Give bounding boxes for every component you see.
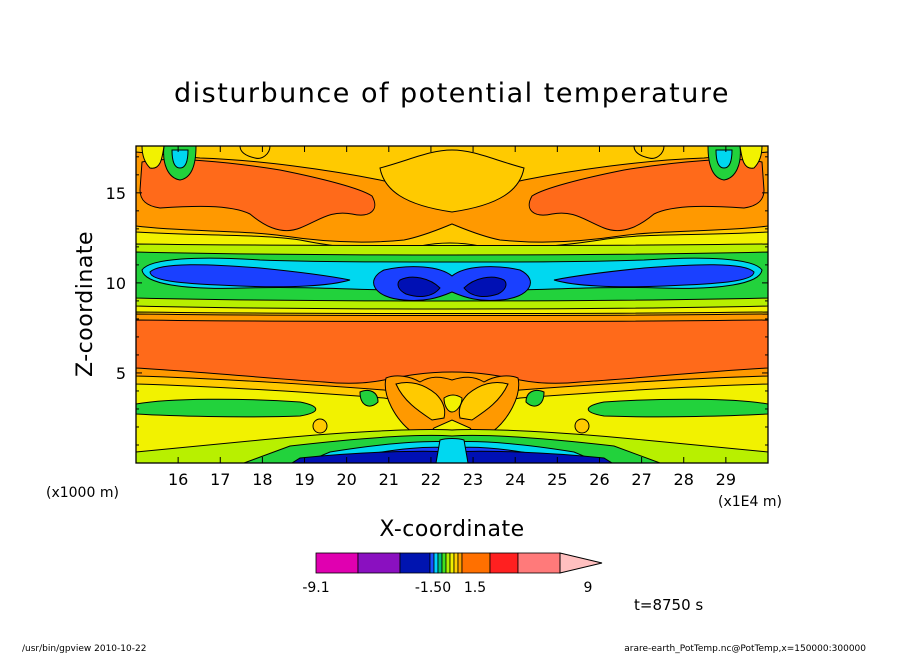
colorbar-swatch	[433, 552, 439, 574]
x-axis-label: X-coordinate	[379, 517, 524, 542]
colorbar-swatch	[437, 552, 443, 574]
field-upper-left-red-orange	[139, 159, 376, 232]
field-lower-left-green	[136, 398, 317, 418]
colorbar-label-neg: -1.50	[415, 580, 451, 596]
chart-title: disturbunce of potential temperature	[174, 78, 730, 109]
colorbar-swatch	[445, 552, 451, 574]
field-lower-red-orange	[136, 319, 768, 384]
colorbar-arrow	[559, 552, 603, 574]
field-bottom-center-dip	[435, 438, 469, 463]
field-navy-center-left	[397, 276, 441, 297]
colorbar-label-min: -9.1	[302, 580, 329, 596]
field-lower-center-light-orange-2	[458, 381, 509, 421]
time-label: t=8750 s	[634, 596, 703, 614]
plot-frame	[135, 145, 769, 464]
colorbar-label-pos: 1.5	[464, 580, 486, 596]
colorbar-swatch	[399, 552, 431, 574]
y-tick-label: 5	[116, 364, 126, 383]
x-tick-label: 17	[210, 470, 230, 489]
field-lower-mid-green-right	[525, 389, 545, 407]
x-tick-label: 27	[631, 470, 651, 489]
field-upper-right-red-orange	[528, 159, 765, 232]
field-top-left-yellow-rim	[141, 146, 165, 169]
field-lower-center-yellow	[443, 394, 463, 413]
y-tick-label: 10	[106, 274, 126, 293]
field-top-left-cyan	[171, 149, 189, 169]
field-lower-center-light-orange	[395, 381, 446, 421]
field-top-right-cyan	[715, 149, 733, 169]
y-unit-note: (x1000 m)	[46, 485, 119, 501]
colorbar-swatch	[489, 552, 519, 574]
colorbar-swatch	[453, 552, 459, 574]
x-tick-label: 25	[547, 470, 567, 489]
x-unit-note: (x1E4 m)	[718, 494, 782, 510]
x-tick-label: 28	[674, 470, 694, 489]
field-blue-left	[149, 264, 351, 288]
field-blue-right	[553, 264, 755, 288]
colorbar-labels: -9.1 -1.50 1.5 9	[302, 580, 592, 596]
y-axis-label: Z-coordinate	[73, 231, 98, 377]
x-tick-label: 23	[463, 470, 483, 489]
colorbar-swatch	[461, 552, 491, 574]
colorbar-swatch	[357, 552, 401, 574]
field-navy-center-right	[463, 276, 507, 297]
y-tick-label: 15	[106, 184, 126, 203]
x-tick-label: 19	[294, 470, 314, 489]
footer-left: /usr/bin/gpview 2010-10-22	[22, 644, 146, 654]
colorbar-swatch	[441, 552, 447, 574]
colorbar-label-max: 9	[584, 580, 593, 596]
colorbar-swatch	[315, 552, 359, 574]
field-small-circle-right	[574, 418, 590, 434]
y-axis: 5 10 15	[106, 156, 768, 446]
colorbar-swatch	[457, 552, 463, 574]
x-tick-label: 22	[421, 470, 441, 489]
x-tick-label: 24	[505, 470, 525, 489]
x-tick-label: 18	[252, 470, 272, 489]
colorbar	[315, 552, 603, 574]
heatmap-field	[136, 146, 768, 463]
colorbar-swatch	[429, 552, 435, 574]
x-tick-label: 20	[336, 470, 356, 489]
field-top-right-yellow-rim	[739, 146, 763, 169]
colorbar-swatch	[449, 552, 455, 574]
footer-right: arare-earth_PotTemp.nc@PotTemp,x=150000:…	[624, 644, 866, 654]
colorbar-swatch	[517, 552, 561, 574]
field-small-circle-left	[312, 418, 328, 434]
x-tick-label: 26	[589, 470, 609, 489]
field-center-light-orange	[379, 149, 525, 213]
x-tick-label: 21	[379, 470, 399, 489]
x-axis: 16 17 18 19 20 21 22 23 24 25 26 27 28 29	[168, 146, 736, 489]
x-tick-label: 29	[716, 470, 736, 489]
field-lower-mid-green-left	[359, 389, 379, 407]
field-lower-right-green	[587, 398, 768, 418]
x-tick-label: 16	[168, 470, 188, 489]
